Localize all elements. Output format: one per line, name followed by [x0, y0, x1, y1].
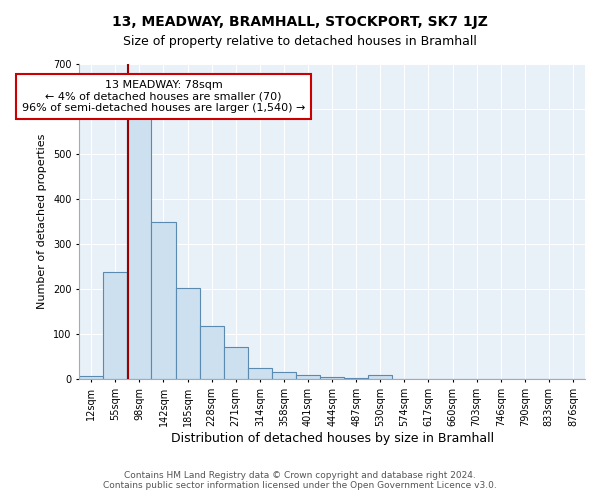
Text: 13 MEADWAY: 78sqm
← 4% of detached houses are smaller (70)
96% of semi-detached : 13 MEADWAY: 78sqm ← 4% of detached house… [22, 80, 305, 113]
Bar [368, 376, 392, 380]
Bar [176, 288, 200, 380]
Text: Contains HM Land Registry data © Crown copyright and database right 2024.
Contai: Contains HM Land Registry data © Crown c… [103, 470, 497, 490]
Bar [127, 118, 151, 380]
Bar [344, 378, 368, 380]
Bar [248, 368, 272, 380]
Bar [103, 272, 127, 380]
Bar [200, 326, 224, 380]
Text: Size of property relative to detached houses in Bramhall: Size of property relative to detached ho… [123, 35, 477, 48]
Bar [320, 376, 344, 380]
Y-axis label: Number of detached properties: Number of detached properties [37, 134, 47, 310]
Bar [296, 375, 320, 380]
Bar [272, 372, 296, 380]
Bar [79, 376, 103, 380]
X-axis label: Distribution of detached houses by size in Bramhall: Distribution of detached houses by size … [170, 432, 494, 445]
Bar [224, 347, 248, 380]
Bar [151, 222, 176, 380]
Text: 13, MEADWAY, BRAMHALL, STOCKPORT, SK7 1JZ: 13, MEADWAY, BRAMHALL, STOCKPORT, SK7 1J… [112, 15, 488, 29]
